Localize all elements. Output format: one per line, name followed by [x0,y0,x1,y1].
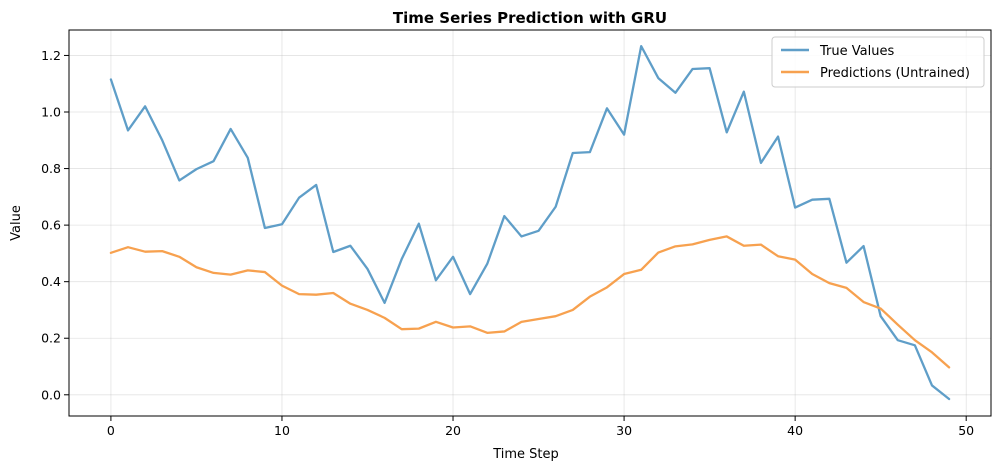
x-tick-label: 0 [107,423,115,438]
x-tick-label: 50 [958,423,974,438]
series-line-true-values [109,44,951,401]
legend-label-true-values: True Values [819,44,894,59]
y-tick-label: 0.8 [41,161,61,176]
y-tick-label: 0.4 [41,274,61,289]
axis-ticks: 0 10 20 30 40 50 0.0 0.2 0.4 0.6 0.8 1.0 1.2 [41,48,974,438]
y-tick-label: 0.0 [41,387,61,402]
series-line-predictions [109,235,951,369]
x-tick-label: 20 [445,423,461,438]
x-tick-label: 30 [616,423,632,438]
y-axis-label: Value [9,205,24,241]
chart-title: Time Series Prediction with GRU [393,9,667,27]
y-tick-label: 0.2 [41,331,61,346]
y-tick-label: 1.0 [41,105,61,120]
legend-box [771,36,985,88]
legend: True Values Predictions (Untrained) [771,36,985,88]
x-axis-label: Time Step [492,447,559,462]
series-lines [109,44,951,401]
y-tick-label: 0.6 [41,218,61,233]
x-tick-label: 40 [787,423,803,438]
plot-frame [68,29,992,417]
x-tick-label: 10 [274,423,290,438]
grid [69,30,991,416]
legend-label-predictions: Predictions (Untrained) [820,66,970,81]
y-tick-label: 1.2 [41,48,61,63]
